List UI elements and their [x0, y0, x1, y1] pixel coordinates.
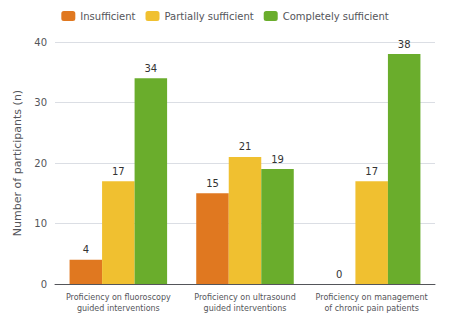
svg-text:Proficiency on management: Proficiency on management [316, 293, 428, 302]
svg-text:20: 20 [34, 158, 47, 169]
svg-text:10: 10 [34, 218, 47, 229]
svg-text:34: 34 [144, 63, 157, 74]
svg-text:of chronic pain patients: of chronic pain patients [324, 304, 418, 313]
svg-text:Proficiency on fluoroscopy: Proficiency on fluoroscopy [66, 293, 171, 302]
svg-text:38: 38 [398, 39, 411, 50]
svg-text:0: 0 [41, 279, 47, 290]
svg-text:40: 40 [34, 37, 47, 48]
svg-text:Completely sufficient: Completely sufficient [283, 11, 389, 22]
svg-text:0: 0 [336, 269, 342, 280]
svg-text:Insufficient: Insufficient [80, 11, 135, 22]
svg-text:4: 4 [83, 244, 89, 255]
svg-text:21: 21 [239, 141, 252, 152]
svg-text:Number of participants (n): Number of participants (n) [11, 90, 24, 236]
svg-text:guided interventions: guided interventions [204, 304, 287, 313]
svg-text:15: 15 [206, 178, 219, 189]
svg-text:Partially sufficient: Partially sufficient [165, 11, 254, 22]
svg-text:19: 19 [271, 154, 284, 165]
svg-text:17: 17 [112, 166, 125, 177]
svg-text:Proficiency on ultrasound: Proficiency on ultrasound [194, 293, 295, 302]
svg-text:17: 17 [365, 166, 378, 177]
svg-text:guided interventions: guided interventions [77, 304, 160, 313]
svg-text:30: 30 [34, 97, 47, 108]
